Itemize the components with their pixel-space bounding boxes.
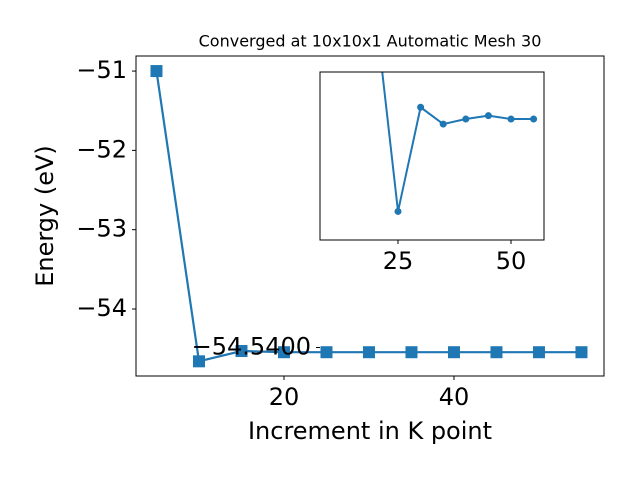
x-tick-label: 40 xyxy=(439,383,470,411)
x-tick-label: 50 xyxy=(496,247,527,275)
marker xyxy=(439,120,447,128)
chart-title: Converged at 10x10x1 Automatic Mesh 30 xyxy=(199,32,542,51)
y-tick-label: −51 xyxy=(76,56,127,84)
marker xyxy=(484,112,492,120)
x-tick-label: 25 xyxy=(383,247,414,275)
plot-area xyxy=(150,65,588,368)
marker xyxy=(447,346,460,359)
marker xyxy=(320,346,333,359)
marker xyxy=(462,115,470,123)
marker xyxy=(150,65,163,78)
axes-frame xyxy=(135,55,605,377)
marker xyxy=(362,346,375,359)
y-tick-label: −52 xyxy=(76,135,127,163)
y-tick-label: −54 xyxy=(76,294,127,322)
axes-background xyxy=(320,72,544,240)
marker xyxy=(394,207,402,215)
marker xyxy=(417,103,425,111)
x-tick-label: 20 xyxy=(269,383,300,411)
marker xyxy=(405,346,418,359)
marker xyxy=(507,115,515,123)
marker xyxy=(490,346,503,359)
marker xyxy=(192,355,205,368)
axes-frame xyxy=(319,71,545,241)
y-axis-label: Energy (eV) xyxy=(31,145,59,287)
y-tick-label: −53 xyxy=(76,215,127,243)
marker xyxy=(277,346,290,359)
y-tick-label: −54.5400 xyxy=(192,333,311,361)
marker xyxy=(532,346,545,359)
marker xyxy=(235,345,248,358)
x-axis-label: Increment in K point xyxy=(248,417,492,445)
marker xyxy=(575,346,588,359)
marker xyxy=(530,115,538,123)
plot-area xyxy=(381,72,538,215)
